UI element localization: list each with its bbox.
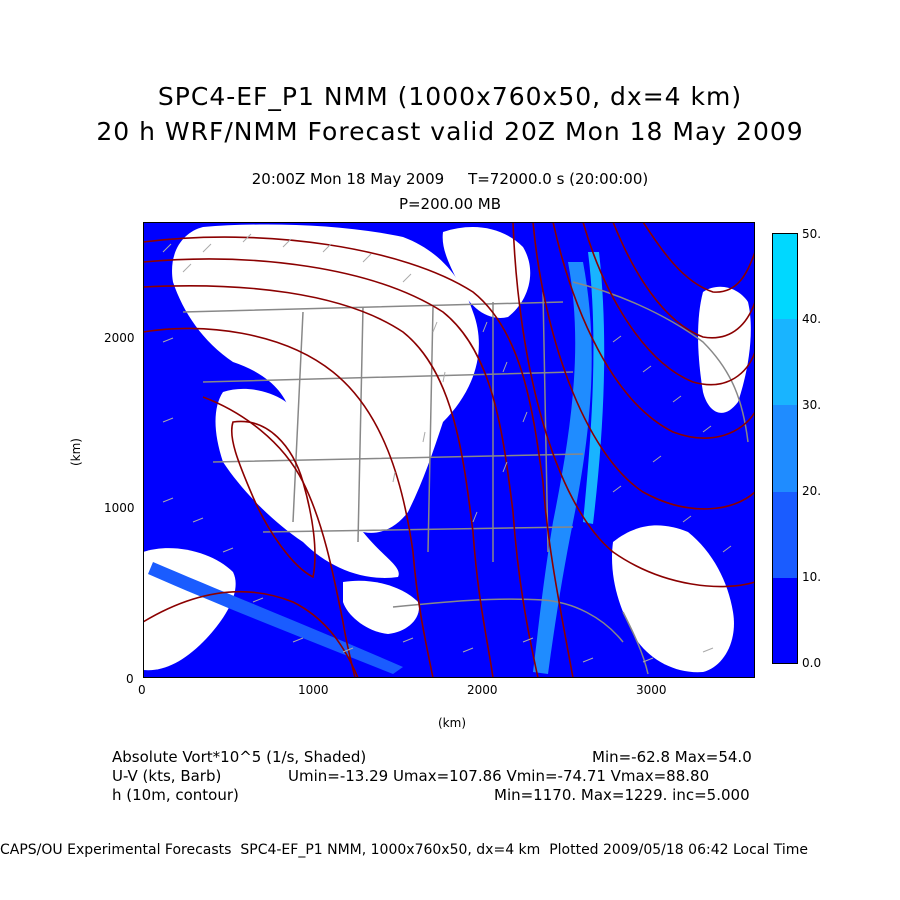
color-bar-label: 40. (802, 312, 822, 326)
political-borders (182, 281, 749, 675)
x-tick-0: 0 (138, 683, 146, 697)
legend-wind-range: Umin=-13.29 Umax=107.86 Vmin=-74.71 Vmax… (288, 767, 710, 785)
map-frame (143, 222, 755, 678)
x-axis-label: (km) (438, 716, 467, 730)
color-bar-label: 0.0 (802, 656, 822, 670)
color-bar-segment (772, 233, 798, 319)
legend-wind: U-V (kts, Barb) (112, 767, 222, 785)
color-bar-label: 20. (802, 484, 822, 498)
title-line-1: SPC4-EF_P1 NMM (1000x760x50, dx=4 km) (157, 82, 743, 111)
color-bar (772, 233, 798, 664)
color-bar-segment (772, 492, 798, 578)
vorticity-map (143, 222, 755, 678)
height-contours (143, 222, 755, 678)
legend-vorticity: Absolute Vort*10^5 (1/s, Shaded) (112, 748, 367, 766)
legend-vorticity-range: Min=-62.8 Max=54.0 (592, 748, 752, 766)
color-bar-label: 30. (802, 398, 822, 412)
y-tick-1000: 1000 (104, 501, 135, 515)
x-tick-2000: 2000 (467, 683, 498, 697)
y-tick-0: 0 (126, 672, 134, 686)
valid-time: 20:00Z Mon 18 May 2009 T=72000.0 s (20:0… (251, 170, 649, 188)
color-bar-segment (772, 319, 798, 405)
color-bar-segment (772, 405, 798, 492)
wind-barbs (162, 233, 732, 663)
title-line-2: 20 h WRF/NMM Forecast valid 20Z Mon 18 M… (96, 117, 804, 146)
color-bar-label: 50. (802, 227, 822, 241)
legend-height: h (10m, contour) (112, 786, 239, 804)
pressure-level: P=200.00 MB (398, 195, 502, 213)
high-vorticity-bands (148, 252, 605, 674)
x-tick-1000: 1000 (298, 683, 329, 697)
legend-height-range: Min=1170. Max=1229. inc=5.000 (494, 786, 750, 804)
y-tick-2000: 2000 (104, 331, 135, 345)
y-axis-label: (km) (69, 437, 84, 467)
footer-credit: CAPS/OU Experimental Forecasts SPC4-EF_P… (0, 842, 808, 858)
x-tick-3000: 3000 (636, 683, 667, 697)
color-bar-segment (772, 578, 798, 664)
color-bar-label: 10. (802, 570, 822, 584)
